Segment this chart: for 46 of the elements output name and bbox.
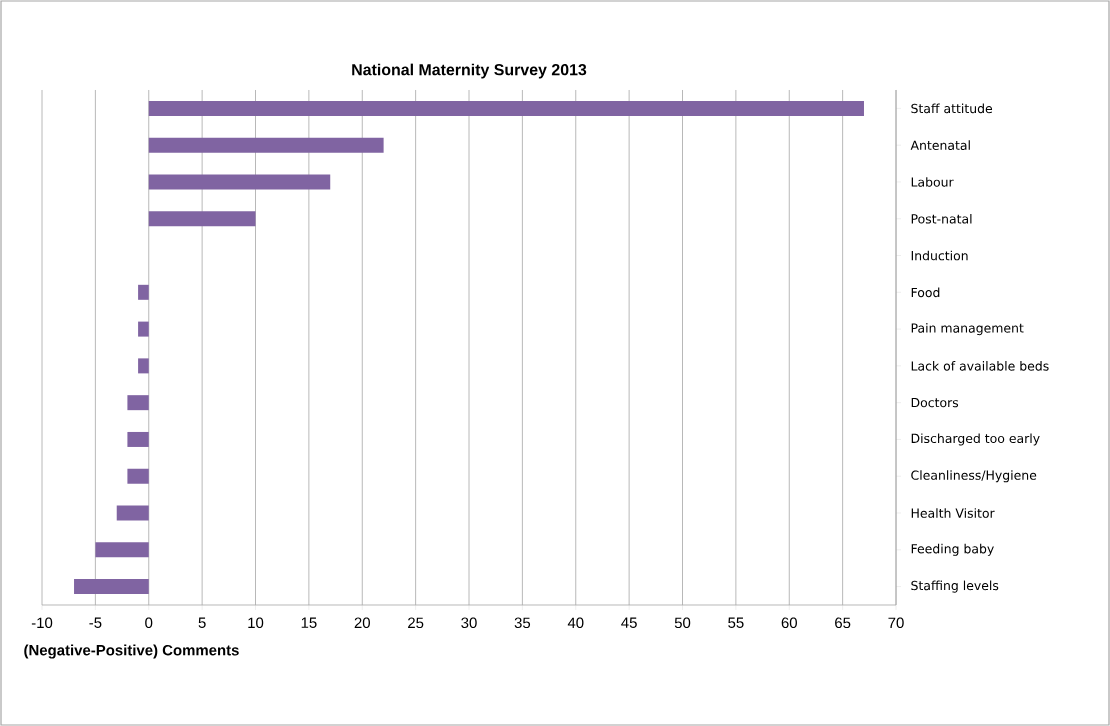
y-tick-label: Doctors — [911, 398, 959, 408]
bar — [148, 211, 256, 227]
bar — [74, 579, 149, 595]
y-tick-label: Antenatal — [910, 140, 970, 150]
y-tick-label: Food — [911, 287, 940, 298]
bar — [95, 542, 149, 558]
y-tick-label: Induction — [911, 250, 968, 261]
chart-title: National Maternity Survey 2013 — [352, 63, 587, 79]
x-axis-title: (Negative-Positive) Comments — [24, 644, 239, 659]
x-tick-label: 40 — [567, 617, 584, 629]
y-tick-label: Cleanliness/Hygiene — [911, 470, 1037, 483]
bar — [148, 174, 331, 190]
y-tick-label: Staff attitude — [911, 103, 993, 114]
y-tick-label: Staffing levels — [911, 580, 999, 593]
x-tick-label: 20 — [354, 617, 370, 629]
y-tick-label: Labour — [911, 177, 954, 187]
bar — [127, 431, 149, 447]
x-tick-label: 60 — [781, 617, 797, 629]
y-tick-label: Lack of available beds — [911, 361, 1049, 371]
x-tick-label: 0 — [145, 617, 153, 629]
x-tick-label: 5 — [198, 617, 206, 628]
x-tick-label: -5 — [89, 617, 102, 628]
y-tick-label: Pain management — [911, 323, 1024, 336]
x-tick-label: 15 — [301, 617, 317, 628]
x-tick-label: 25 — [408, 617, 424, 629]
y-tick-label: Health Visitor — [911, 508, 995, 518]
bar — [138, 284, 149, 300]
bar — [138, 358, 149, 374]
x-tick-label: 10 — [248, 617, 264, 629]
bar — [148, 137, 384, 153]
y-tick-label: Feeding baby — [911, 543, 994, 556]
x-tick-label: 70 — [888, 617, 904, 629]
x-tick-label: 50 — [674, 617, 691, 629]
bar — [116, 505, 149, 521]
bar — [127, 395, 149, 411]
y-tick-label: Post-natal — [911, 213, 972, 224]
x-tick-label: 35 — [514, 617, 531, 629]
x-tick-label: 45 — [621, 617, 637, 628]
bar — [138, 321, 149, 337]
x-tick-label: -10 — [31, 617, 53, 629]
x-tick-label: 30 — [461, 617, 477, 629]
bar — [148, 100, 864, 116]
x-tick-label: 65 — [835, 617, 851, 629]
x-tick-label: 55 — [728, 617, 744, 628]
bar — [127, 468, 149, 484]
y-tick-label: Discharged too early — [911, 433, 1040, 446]
